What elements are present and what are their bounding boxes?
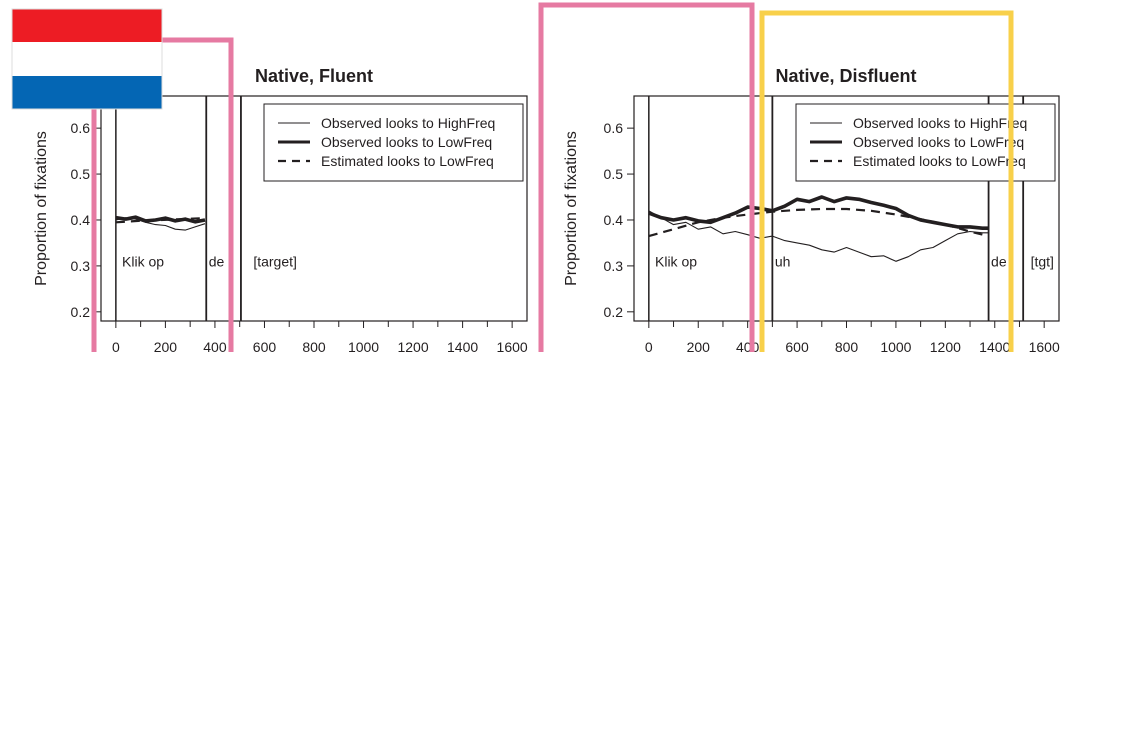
y-axis-label: Proportion of fixations — [33, 131, 50, 286]
legend-label: Estimated looks to LowFreq — [321, 153, 494, 169]
y-tick-label: 0.6 — [71, 120, 91, 136]
x-tick-label: 1200 — [397, 339, 428, 355]
y-tick-label: 0.5 — [71, 166, 91, 182]
segment-label: [tgt] — [1031, 253, 1054, 269]
legend-label: Observed looks to LowFreq — [321, 134, 492, 150]
chart-title: Native, Fluent — [255, 66, 373, 86]
series-line-lowfreq-estimated — [648, 207, 989, 238]
x-tick-label: 600 — [253, 339, 277, 355]
x-tick-label: 1400 — [447, 339, 478, 355]
series-line-lowfreq-observed — [115, 215, 206, 224]
y-tick-label: 0.5 — [604, 166, 624, 182]
x-tick-label: 600 — [785, 339, 809, 355]
segment-label: [target] — [253, 253, 297, 269]
legend-label: Observed looks to LowFreq — [853, 134, 1024, 150]
pink-box-right — [538, 2, 755, 352]
segment-label: Klik op — [655, 253, 697, 269]
x-tick-label: 800 — [835, 339, 859, 355]
segment-label: Klik op — [122, 253, 164, 269]
y-tick-label: 0.4 — [604, 212, 624, 228]
legend-label: Observed looks to HighFreq — [321, 115, 495, 131]
y-tick-label: 0.2 — [71, 304, 91, 320]
segment-label: de — [991, 253, 1007, 269]
yellow-box — [759, 10, 1014, 352]
x-tick-label: 1600 — [1029, 339, 1060, 355]
chart-panel-native-fluent: Native, Fluent Proportion of fixations 0.2… — [33, 66, 528, 355]
x-tick-label: 800 — [302, 339, 326, 355]
y-tick-label: 0.3 — [71, 258, 91, 274]
chart-panel-native-disfluent: Native, Disfluent Proportion of fixations… — [563, 66, 1060, 355]
x-tick-label: 400 — [736, 339, 760, 355]
segment-label: de — [209, 253, 225, 269]
x-tick-label: 400 — [203, 339, 227, 355]
netherlands-flag-icon — [11, 8, 163, 110]
x-tick-label: 200 — [154, 339, 178, 355]
x-tick-label: 1200 — [930, 339, 961, 355]
segment-label: uh — [775, 253, 791, 269]
y-tick-label: 0.6 — [604, 120, 624, 136]
y-tick-label: 0.3 — [604, 258, 624, 274]
x-tick-label: 1400 — [979, 339, 1010, 355]
x-tick-label: 1000 — [348, 339, 379, 355]
legend-label: Estimated looks to LowFreq — [853, 153, 1026, 169]
y-tick-label: 0.2 — [604, 304, 624, 320]
x-tick-label: 0 — [112, 339, 120, 355]
x-tick-label: 1600 — [497, 339, 528, 355]
legend-label: Observed looks to HighFreq — [853, 115, 1027, 131]
y-tick-label: 0.4 — [71, 212, 91, 228]
series-line-highfreq-observed — [648, 210, 989, 262]
x-tick-label: 200 — [687, 339, 711, 355]
chart-title: Native, Disfluent — [775, 66, 916, 86]
x-tick-label: 1000 — [880, 339, 911, 355]
y-axis-label: Proportion of fixations — [563, 131, 580, 286]
x-tick-label: 0 — [645, 339, 653, 355]
